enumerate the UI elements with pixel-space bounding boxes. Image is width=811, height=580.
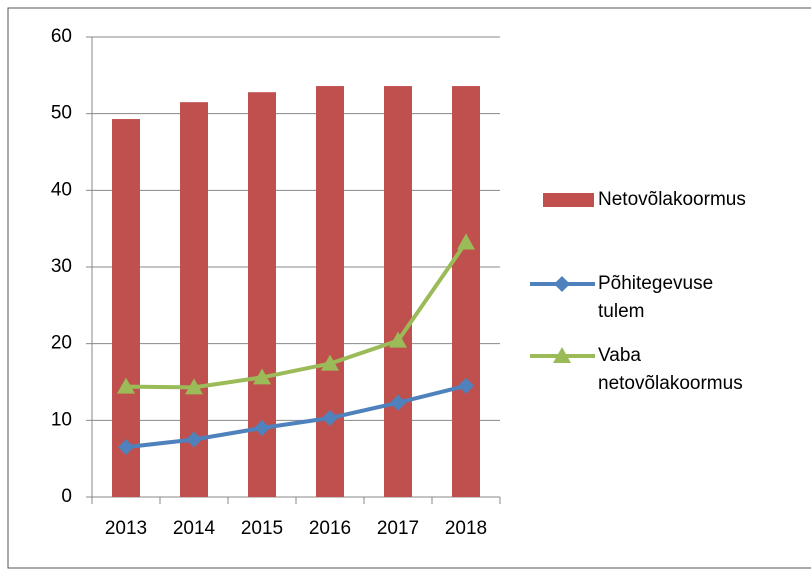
bar — [180, 102, 208, 498]
legend-label: Netovõlakoormus — [598, 189, 746, 210]
legend-marker — [554, 276, 570, 292]
point — [390, 394, 406, 411]
point — [458, 377, 474, 394]
y-tick-label: 60 — [51, 26, 72, 47]
point — [322, 410, 338, 427]
x-tick-label: 2016 — [309, 518, 351, 539]
point — [118, 439, 134, 456]
x-tick-label: 2017 — [377, 518, 419, 539]
bar — [452, 86, 480, 498]
y-tick-label: 40 — [51, 179, 72, 200]
chart-frame — [7, 7, 811, 569]
x-tick-label: 2013 — [105, 518, 147, 539]
bar — [384, 86, 412, 498]
point — [389, 331, 407, 348]
point — [117, 377, 135, 394]
point — [321, 354, 339, 371]
x-tick-label: 2015 — [241, 518, 283, 539]
y-tick-label: 30 — [51, 256, 72, 277]
y-tick-label: 20 — [51, 333, 72, 354]
y-tick-label: 50 — [51, 103, 72, 124]
x-tick-label: 2018 — [445, 518, 487, 539]
point — [254, 420, 270, 436]
y-tick-label: 10 — [51, 409, 72, 430]
y-tick-label: 0 — [61, 486, 72, 507]
point — [186, 431, 202, 448]
point — [253, 368, 271, 385]
line — [125, 241, 468, 390]
point — [185, 378, 203, 395]
legend-label: Vaba netovõlakoormus — [598, 345, 743, 394]
point — [457, 233, 475, 250]
bar — [112, 119, 140, 498]
x-tick-label: 2014 — [173, 518, 216, 539]
bar — [316, 86, 344, 498]
legend-label: Põhitegevuse tulem — [598, 273, 713, 322]
legend-swatch — [543, 193, 594, 207]
line — [125, 383, 467, 450]
bar — [248, 92, 276, 497]
legend-marker — [553, 347, 571, 363]
